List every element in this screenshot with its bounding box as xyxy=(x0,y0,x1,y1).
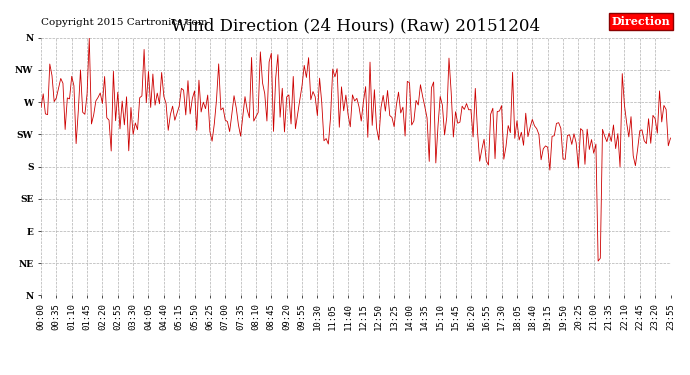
Text: Copyright 2015 Cartronics.com: Copyright 2015 Cartronics.com xyxy=(41,18,208,27)
Text: Direction: Direction xyxy=(612,16,671,27)
Title: Wind Direction (24 Hours) (Raw) 20151204: Wind Direction (24 Hours) (Raw) 20151204 xyxy=(171,18,540,34)
